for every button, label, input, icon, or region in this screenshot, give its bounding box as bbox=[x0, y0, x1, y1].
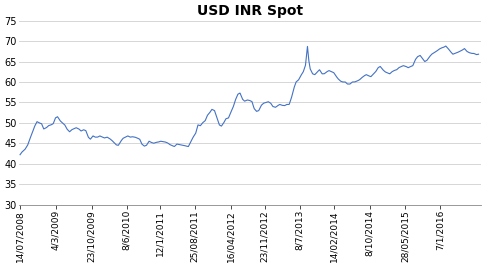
Title: USD INR Spot: USD INR Spot bbox=[197, 4, 302, 18]
